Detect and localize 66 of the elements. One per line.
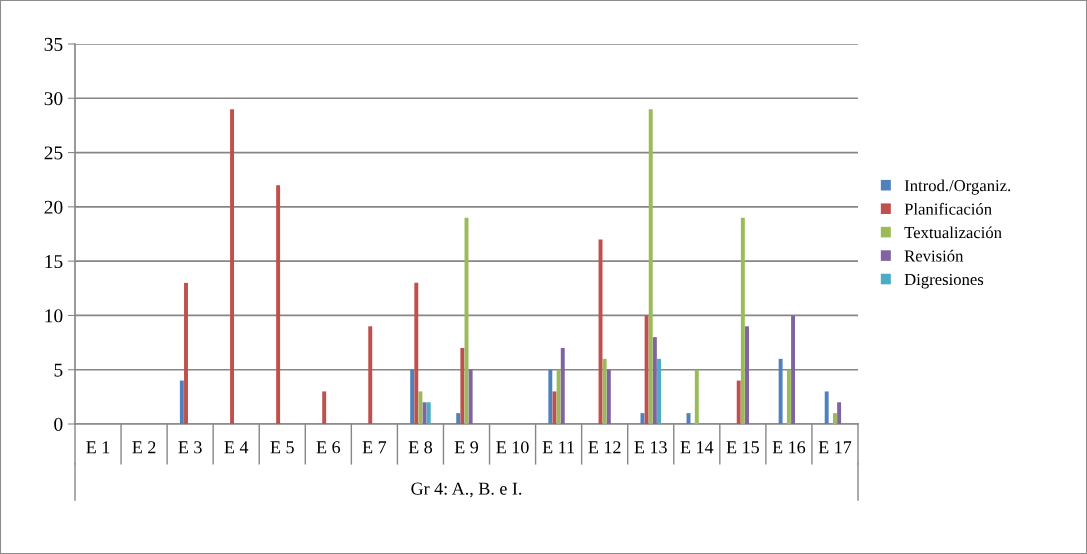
- bar: [422, 402, 427, 424]
- y-tick-label: 10: [45, 309, 63, 323]
- x-tick-label: E 16: [772, 441, 806, 454]
- x-tick-label: E 2: [132, 441, 156, 454]
- bar: [644, 315, 649, 424]
- bar: [640, 413, 645, 424]
- y-tick-label: 0: [54, 417, 63, 431]
- bar: [694, 369, 699, 424]
- y-tick-label: 25: [44, 146, 63, 160]
- bar: [179, 380, 184, 424]
- y-tick-label: 20: [44, 200, 63, 214]
- bar: [606, 369, 611, 424]
- x-tick-label: E 9: [454, 441, 479, 454]
- bar: [368, 326, 373, 424]
- x-tick-label: E 8: [408, 441, 433, 454]
- x-tick-label: E 13: [634, 441, 667, 454]
- bar: [548, 369, 553, 424]
- bar: [740, 217, 745, 424]
- bar: [598, 239, 603, 424]
- bar: [736, 380, 741, 424]
- bar: [414, 282, 419, 424]
- bar: [468, 369, 473, 424]
- x-tick-label: E 15: [726, 441, 759, 454]
- bar: [230, 109, 235, 424]
- bar: [456, 413, 461, 424]
- y-tick-label: 15: [45, 255, 63, 269]
- bar: [276, 185, 281, 424]
- x-tick-label: E 4: [224, 441, 249, 454]
- y-tick-label: 35: [44, 37, 63, 51]
- x-tick-label: E 3: [178, 441, 202, 454]
- x-tick-label: E 17: [818, 441, 852, 454]
- x-tick-label: E 7: [362, 441, 387, 454]
- bar: [791, 315, 796, 424]
- x-tick-label: E 14: [680, 441, 714, 454]
- bar: [745, 326, 749, 424]
- x-tick-label: E 11: [542, 441, 574, 454]
- legend-label: Introd./Organiz.: [904, 179, 1011, 195]
- x-tick-label: E 1: [86, 441, 110, 454]
- bar: [560, 348, 565, 424]
- legend-label: Revisión: [904, 249, 964, 262]
- bar: [322, 391, 327, 424]
- x-tick-label: E 6: [316, 441, 341, 454]
- bar: [648, 109, 653, 424]
- x-tick-label: E 12: [588, 441, 621, 454]
- x-tick-label: E 10: [496, 441, 529, 454]
- bar: [786, 369, 791, 424]
- bar: [652, 337, 657, 424]
- bar: [837, 402, 842, 424]
- bar: [833, 413, 837, 424]
- legend-label: Digresiones: [904, 273, 984, 289]
- bar: [184, 282, 188, 424]
- bar: [556, 369, 561, 424]
- x-tick-label: E 5: [270, 441, 294, 454]
- legend-label: Planificación: [904, 202, 992, 215]
- bar: [824, 391, 829, 424]
- bar: [426, 402, 431, 424]
- bar: [418, 391, 423, 424]
- legend-label: Textualización: [904, 226, 1002, 239]
- bar: [410, 369, 415, 424]
- bar: [460, 348, 465, 424]
- bar: [602, 358, 607, 424]
- y-tick-label: 5: [54, 363, 63, 377]
- bar: [778, 358, 783, 424]
- bar: [657, 358, 661, 424]
- x-axis-title: Gr 4: A., B. e I.: [411, 482, 522, 498]
- y-tick-label: 30: [44, 92, 63, 106]
